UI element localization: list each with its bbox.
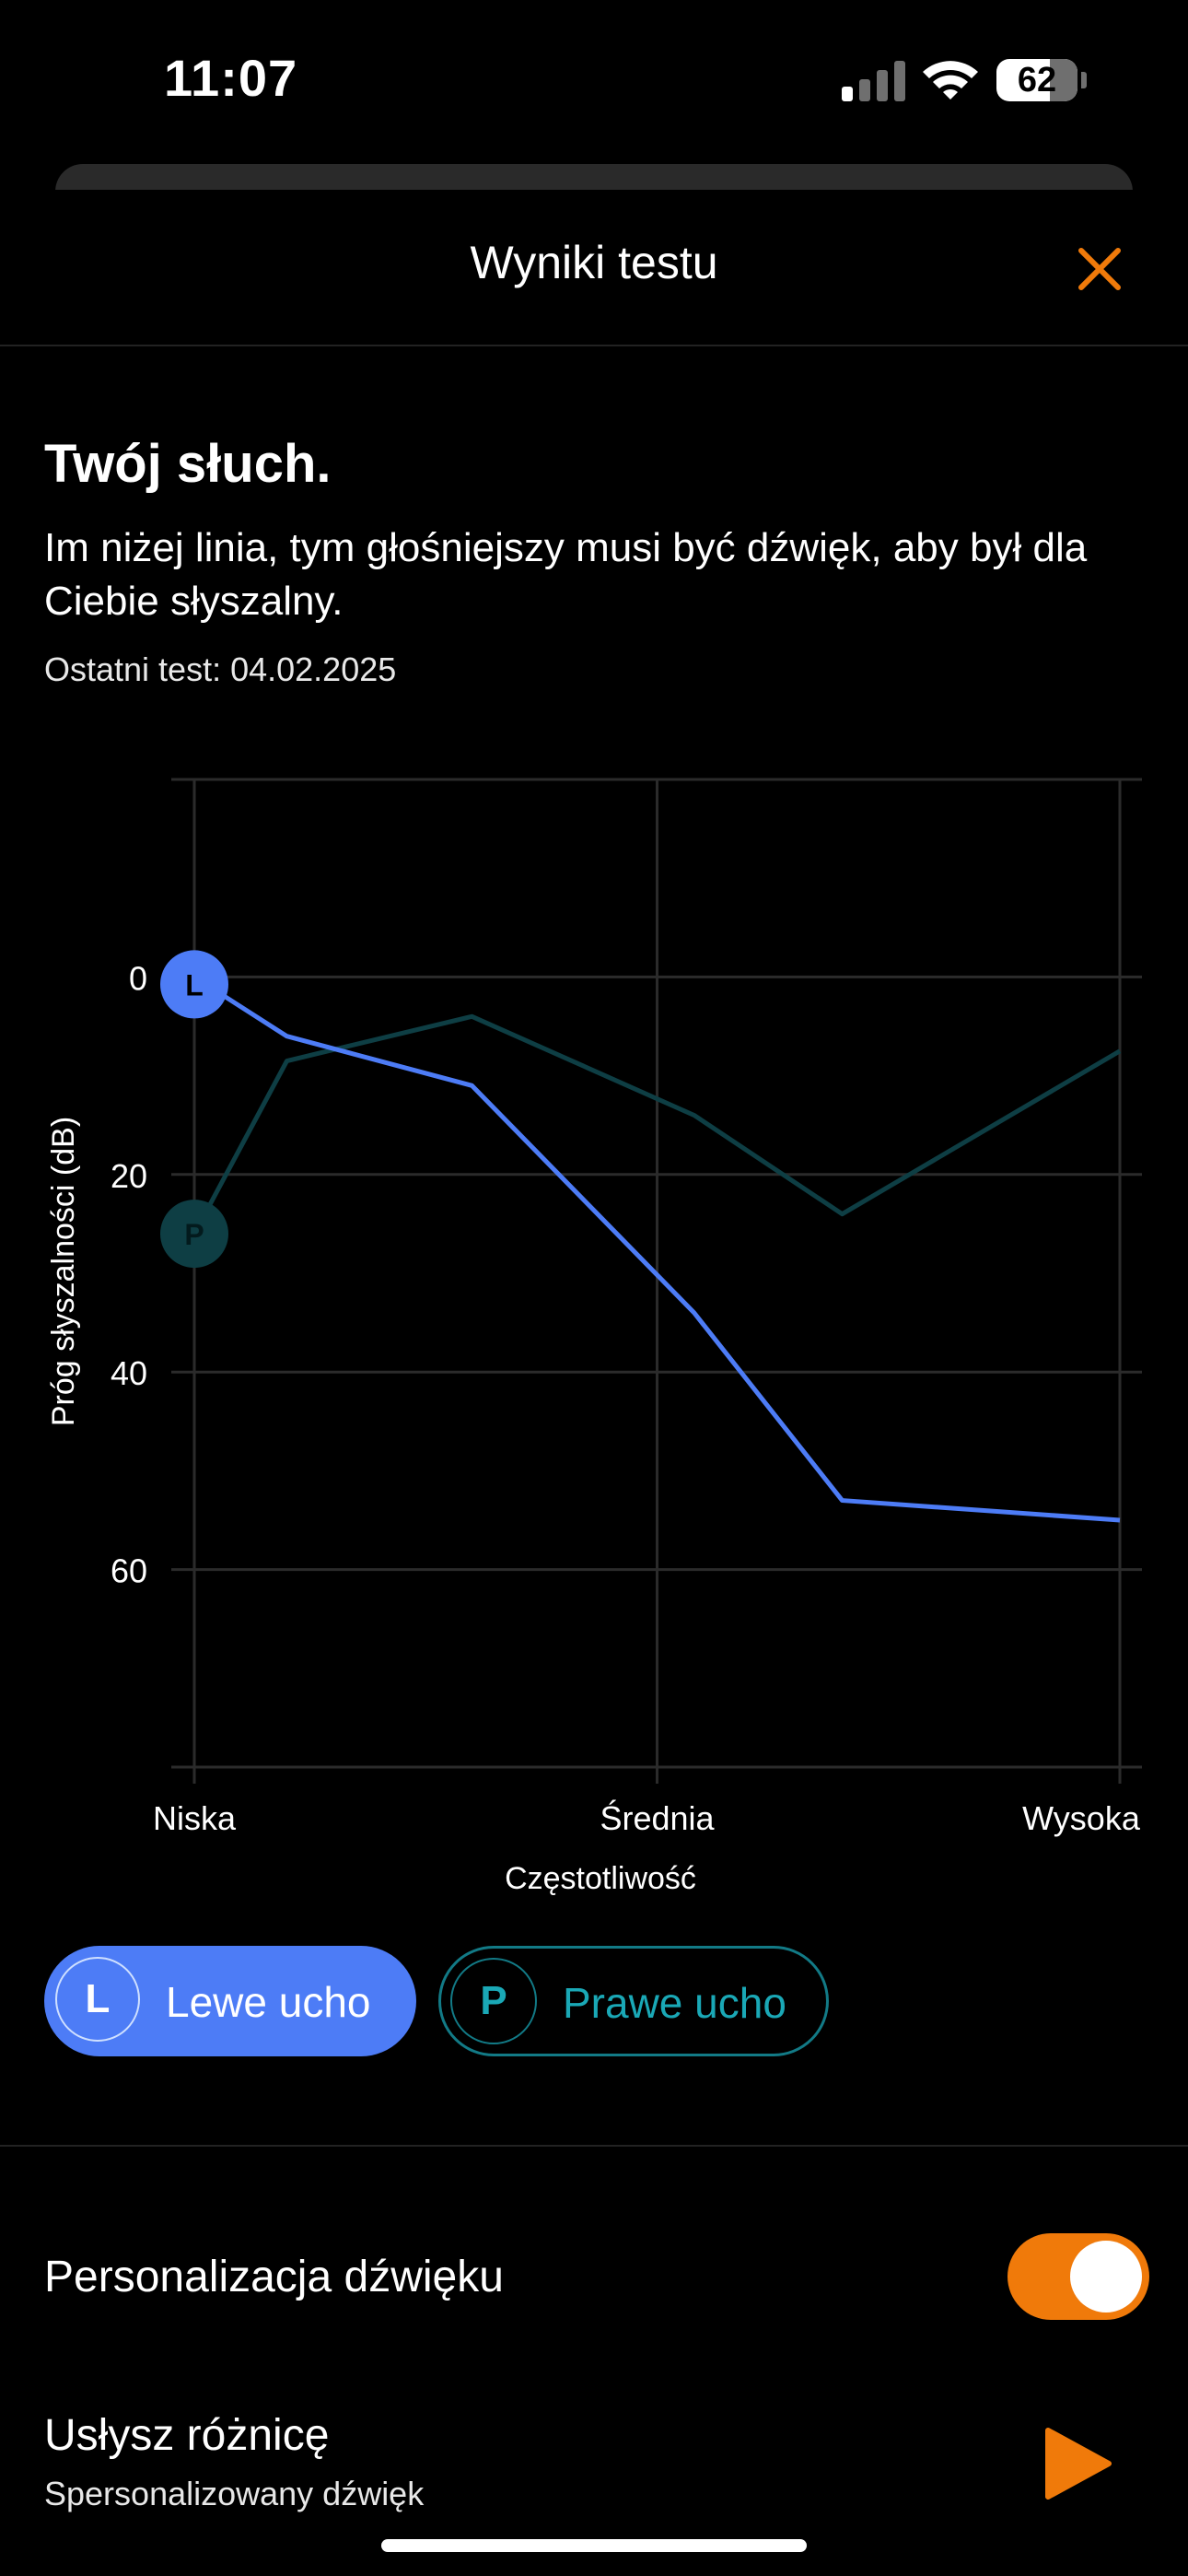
right-ear-badge: P — [450, 1958, 537, 2044]
hear-difference-title: Usłysz różnicę — [44, 2411, 330, 2460]
personalization-label: Personalizacja dźwięku — [44, 2253, 504, 2301]
page-title: Wyniki testu — [470, 237, 718, 288]
y-axis-ticks: 0 20 40 60 — [111, 959, 147, 1589]
section-description: Im niżej linia, tym głośniejszy musi być… — [44, 525, 1088, 624]
battery-tip — [1081, 72, 1087, 88]
legend-left-ear[interactable]: L Lewe ucho — [44, 1946, 416, 2056]
wifi-icon — [923, 61, 978, 100]
battery-icon: 62 — [996, 59, 1077, 101]
signal-icon — [842, 61, 905, 101]
status-bar: 11:07 62 — [0, 0, 1188, 157]
x-axis-ticks: Niska Średnia Wysoka — [153, 1798, 1141, 1837]
hearing-chart: 0 20 40 60 Niska Średnia Wysoka Próg słyszaln… — [46, 778, 1142, 1896]
left-ear-label: Lewe ucho — [166, 1978, 371, 2026]
chart-series: PL — [160, 950, 1122, 1523]
y-axis-label: Próg słyszalności (dB) — [46, 1117, 81, 1426]
sheet-top — [0, 190, 1188, 227]
y-tick-label: 60 — [111, 1552, 147, 1590]
series-line-l — [192, 975, 1121, 1523]
series-marker-label: L — [185, 968, 204, 1001]
header-divider — [0, 345, 1188, 346]
y-tick-label: 0 — [129, 959, 147, 997]
toggle-knob — [1070, 2241, 1142, 2313]
chart-grid — [171, 778, 1142, 1784]
last-test-date: Ostatni test: 04.02.2025 — [44, 650, 397, 688]
legend-right-ear[interactable]: P Prawe ucho — [438, 1946, 829, 2056]
home-indicator — [381, 2539, 807, 2552]
hear-difference-subtitle: Spersonalizowany dźwięk — [44, 2475, 425, 2512]
x-tick-label: Średnia — [600, 1798, 715, 1837]
y-tick-label: 20 — [111, 1157, 147, 1195]
x-axis-label: Częstotliwość — [505, 1861, 696, 1896]
section-divider — [0, 2145, 1188, 2147]
y-tick-label: 40 — [111, 1354, 147, 1392]
section-title: Twój słuch. — [44, 434, 332, 494]
close-icon[interactable] — [1072, 241, 1127, 297]
play-icon[interactable] — [1042, 2427, 1112, 2500]
series-marker-p — [160, 1200, 228, 1269]
x-tick-label: Wysoka — [1022, 1799, 1141, 1837]
left-ear-badge: L — [55, 1957, 140, 2042]
personalization-toggle[interactable] — [1007, 2233, 1149, 2320]
right-ear-label: Prawe ucho — [563, 1979, 786, 2027]
series-marker-l — [160, 950, 228, 1019]
status-time: 11:07 — [164, 49, 298, 107]
series-line-p — [192, 1013, 1122, 1235]
x-tick-label: Niska — [153, 1799, 237, 1837]
battery-level: 62 — [1017, 61, 1057, 100]
series-marker-label: P — [184, 1218, 204, 1251]
